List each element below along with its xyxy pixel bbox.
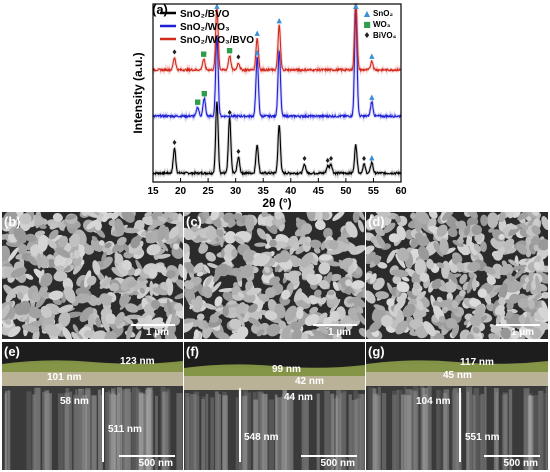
x-axis-label: 2θ (°) <box>262 196 291 210</box>
x-tick-label-50: 50 <box>340 186 352 197</box>
peak-marker: ♦ <box>301 155 307 163</box>
peak-marker: ▲ <box>214 2 220 10</box>
scale-bar-label: 1 µm <box>328 327 351 338</box>
scale-bar-label: 1 µm <box>511 327 534 338</box>
peak-marker: ■ <box>200 50 207 58</box>
thickness-label: 104 nm <box>416 396 451 407</box>
scale-bar <box>484 455 540 457</box>
scale-bar <box>496 324 540 326</box>
xrd-chart: ▲▲▲▲▲♦ ■ ■♦■■▲▲▲♦♦♦♦ ♦♦ ♦ ▲ 15 20 25 30 35 40 45 50 5… <box>131 2 407 210</box>
legend-marker-symbol: ■ <box>363 20 371 29</box>
peak-marker: ♦ <box>328 155 334 163</box>
peak-marker: ■ <box>226 47 233 55</box>
x-tick-label-60: 60 <box>395 186 407 197</box>
x-tick-label-20: 20 <box>175 186 187 197</box>
peak-marker: ■ <box>194 98 201 106</box>
legend-marker-label: WO₃ <box>373 20 391 29</box>
thickness-label: 45 nm <box>443 370 472 381</box>
panel-d-label: (d) <box>368 214 385 229</box>
series-line-1 <box>152 8 402 120</box>
thickness-arrow <box>459 388 461 462</box>
peak-marker: ■ <box>201 89 208 97</box>
x-tick-label-35: 35 <box>258 186 270 197</box>
peak-marker: ♦ <box>325 157 331 165</box>
peak-marker: ▲ <box>369 153 375 161</box>
sem-panel-e: (e) 500 nm 123 nm 101 nm 58 nm 511 nm <box>2 342 183 470</box>
thickness-label: 511 nm <box>108 424 142 435</box>
legend-marker-label: BiVO₄ <box>373 31 397 40</box>
peak-marker: ♦ <box>235 54 241 62</box>
panel-b-label: (b) <box>4 214 21 229</box>
x-tick-label-25: 25 <box>203 186 215 197</box>
marker-legend: ▲ SnO₂■ WO₃♦ BiVO₄ <box>363 9 396 40</box>
thickness-label: 44 nm <box>284 392 313 403</box>
peak-marker: ♦ <box>235 148 241 156</box>
thickness-label: 551 nm <box>465 432 500 443</box>
xrd-peak-markers: ▲▲▲▲▲♦ ■ ■♦■■▲▲▲♦♦♦♦ ♦♦ ♦ ▲ <box>171 2 375 165</box>
peak-marker: ▲ <box>353 2 359 10</box>
peak-marker: ♦ <box>361 155 367 163</box>
sem-panel-d: (d) 1 µm <box>366 212 548 339</box>
scale-bar-label: 500 nm <box>138 458 173 469</box>
x-ticks: 15 20 25 30 35 40 45 50 55 60 <box>147 178 407 197</box>
sem-panel-c: (c) 1 µm <box>184 212 365 339</box>
x-tick-label-15: 15 <box>147 186 159 197</box>
peak-marker: ♦ <box>226 109 232 117</box>
scale-bar-label: 500 nm <box>503 458 538 469</box>
x-tick-label-40: 40 <box>285 186 297 197</box>
peak-marker: ▲ <box>254 29 260 37</box>
thickness-label: 101 nm <box>47 372 82 383</box>
peak-marker: ♦ <box>171 139 177 147</box>
series-line-0 <box>152 101 402 177</box>
scale-bar-label: 500 nm <box>320 458 355 469</box>
peak-marker: ▲ <box>369 93 375 101</box>
y-axis-label: Intensity (a.u.) <box>131 52 145 133</box>
thickness-label: 58 nm <box>60 396 89 407</box>
thickness-label: 123 nm <box>120 356 155 367</box>
legend-label: SnO₂/WO₃/BVO <box>180 35 254 46</box>
legend: SnO₂/BVO SnO₂/WO₃ SnO₂/WO₃/BVO <box>160 9 254 46</box>
legend-marker-symbol: ▲ <box>364 9 371 18</box>
peak-marker: ▲ <box>353 2 359 10</box>
thickness-arrow <box>102 388 104 462</box>
peak-marker: ▲ <box>369 52 375 60</box>
legend-label: SnO₂/BVO <box>180 9 230 20</box>
panel-g-label: (g) <box>368 344 385 359</box>
xrd-curves <box>151 2 403 180</box>
sem-panel-f: (f) 500 nm 99 nm 42 nm 44 nm 548 nm <box>184 342 365 470</box>
thickness-arrow <box>239 388 241 462</box>
thickness-label: 99 nm <box>272 364 301 375</box>
panel-c-label: (c) <box>186 214 202 229</box>
x-tick-label-30: 30 <box>230 186 242 197</box>
scale-bar <box>131 324 175 326</box>
scale-bar-label: 1 µm <box>146 327 169 338</box>
thickness-label: 42 nm <box>295 376 324 387</box>
scale-bar <box>301 455 357 457</box>
legend-marker-label: SnO₂ <box>373 9 393 18</box>
scale-bar <box>313 324 357 326</box>
legend-label: SnO₂/WO₃ <box>180 22 230 33</box>
peak-marker: ▲ <box>254 48 260 56</box>
panel-e-label: (e) <box>4 344 20 359</box>
scale-bar <box>119 455 175 457</box>
x-tick-label-45: 45 <box>313 186 325 197</box>
sem-panel-b: (b) 1 µm <box>2 212 183 339</box>
peak-marker: ♦ <box>171 48 177 56</box>
thickness-label: 548 nm <box>244 432 279 443</box>
plot-frame <box>152 3 402 183</box>
x-tick-label-55: 55 <box>368 186 380 197</box>
series-line-2 <box>152 3 402 73</box>
panel-f-label: (f) <box>186 344 199 359</box>
peak-marker: ▲ <box>277 16 283 24</box>
thickness-label: 117 nm <box>460 357 494 368</box>
sem-panel-g: (g) 500 nm 117 nm 45 nm 104 nm 551 nm <box>366 342 548 470</box>
legend-marker-symbol: ♦ <box>363 31 370 40</box>
